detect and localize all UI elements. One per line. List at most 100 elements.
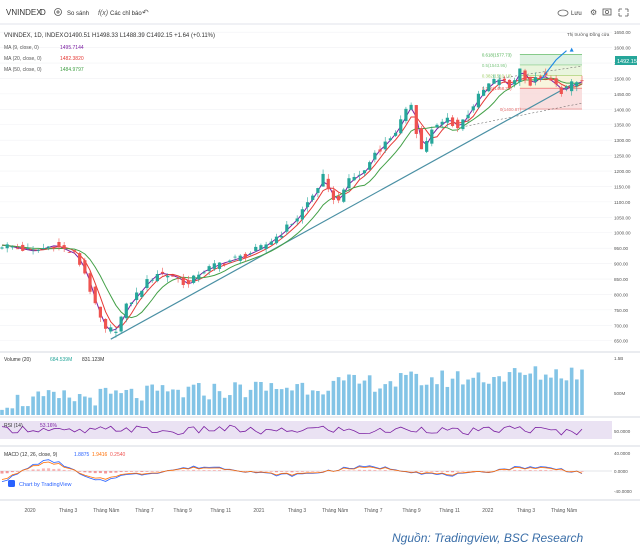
candle-body (244, 254, 247, 258)
symbol-field[interactable]: VNINDEX (6, 8, 42, 17)
save-button[interactable]: Lưu (571, 11, 582, 17)
candle-body (21, 245, 24, 251)
volume-bar (389, 381, 393, 415)
candle-body (228, 261, 231, 263)
macd-hist-bar (130, 471, 133, 472)
macd-hist-bar (560, 470, 563, 471)
candle-body (508, 80, 511, 88)
candle-body (202, 272, 205, 273)
macd-hist-bar (11, 471, 14, 472)
macd-hist-bar (353, 470, 356, 471)
volume-bar (68, 398, 72, 415)
tradingview-logo-icon (8, 480, 15, 487)
volume-bar (119, 393, 123, 415)
candle-body (425, 141, 428, 152)
candle-body (477, 94, 480, 108)
volume-bar (104, 388, 108, 415)
price-tick-label: 1500.00 (614, 76, 631, 81)
candle-body (311, 196, 314, 200)
macd-hist-bar (420, 471, 423, 472)
volume-bar (528, 374, 532, 415)
macd-hist-bar (291, 471, 294, 472)
price-axis[interactable]: 650.00700.00750.00800.00850.00900.00950.… (612, 26, 640, 350)
macd-signal-value: 1.9416 (92, 452, 108, 458)
volume-bar (399, 373, 403, 415)
candle-body (0, 247, 3, 248)
price-tick-label: 1250.00 (614, 154, 631, 159)
macd-hist-bar (342, 470, 345, 471)
macd-hist-bar (347, 470, 350, 471)
ma9-value: 1495.7144 (60, 45, 84, 51)
volume-bar (47, 390, 51, 415)
price-tick-label: 1450.00 (614, 92, 631, 97)
volume-bar (580, 370, 584, 415)
fib-zone (520, 88, 582, 109)
volume-bar (166, 391, 170, 415)
volume-bar (135, 398, 139, 415)
volume-bar (259, 382, 263, 415)
candle-body (461, 120, 464, 130)
candle-body (6, 244, 9, 248)
tradingview-watermark[interactable]: Chart by TradingView (8, 480, 72, 488)
candle-body (94, 287, 97, 304)
fx-icon[interactable]: f(x) (98, 10, 108, 17)
candle-body (78, 253, 81, 265)
macd-hist-bar (99, 471, 102, 473)
volume-legend: Volume (20) 684.539M 831.123M (4, 357, 104, 363)
volume-bar (347, 375, 351, 415)
macd-hist-bar (140, 471, 143, 472)
volume-bar (223, 398, 227, 415)
macd-hist-bar (202, 470, 205, 471)
volume-bar (280, 389, 284, 415)
candle-body (575, 82, 578, 86)
candle-body (63, 245, 66, 249)
undo-icon[interactable]: ↶ (142, 8, 149, 17)
candle-body (523, 70, 526, 80)
macd-hist-bar (156, 471, 159, 472)
market-closed-note: Thị trường Đồng cửa (567, 31, 610, 37)
volume-bar (440, 371, 444, 415)
volume-bar (316, 391, 320, 415)
candle-body (52, 248, 55, 249)
gear-icon[interactable]: ⚙ (590, 8, 597, 17)
ma50-value: 1484.9797 (60, 67, 84, 73)
volume-bar (523, 375, 527, 415)
volume-bar (275, 389, 279, 415)
volume-bar (244, 397, 248, 415)
macd-hist-bar (441, 471, 444, 472)
indicators-button[interactable]: Các chỉ báo (110, 10, 142, 17)
candle-body (259, 245, 262, 249)
macd-hist-bar (32, 469, 35, 471)
candle-body (166, 276, 169, 277)
trendline[interactable] (111, 85, 572, 340)
volume-bar (99, 389, 103, 415)
rsi-pane: 50.0000 (0, 421, 631, 439)
candle-body (404, 109, 407, 121)
support-trendline (111, 85, 572, 340)
macd-hist-bar (182, 470, 185, 471)
candle-body (73, 250, 76, 252)
fib-retracement[interactable]: 0.618(1577.73)0.5(1543.95)0.382(1510.18)… (458, 52, 582, 127)
candle-body (363, 170, 366, 173)
candle-body (197, 275, 200, 280)
candle-body (342, 190, 345, 202)
interval-button[interactable]: D (40, 8, 46, 17)
candle-body (549, 78, 552, 80)
fib-level-label: 0.618(1577.73) (482, 52, 512, 57)
macd-hist-bar (270, 471, 273, 472)
watermark-text: Chart by TradingView (19, 482, 72, 488)
price-tick-label: 800.00 (614, 292, 628, 297)
compare-button[interactable]: So sánh (67, 11, 89, 17)
volume-bar (306, 395, 310, 415)
volume-bar (368, 375, 372, 415)
time-tick-label: Tháng 7 (135, 508, 154, 514)
macd-tick-label: 40.0000 (614, 451, 631, 456)
candle-body (570, 81, 573, 91)
time-tick-label: Tháng 3 (59, 508, 78, 514)
macd-hist-bar (451, 471, 454, 472)
volume-bar (197, 383, 201, 415)
volume-bar (497, 376, 501, 415)
